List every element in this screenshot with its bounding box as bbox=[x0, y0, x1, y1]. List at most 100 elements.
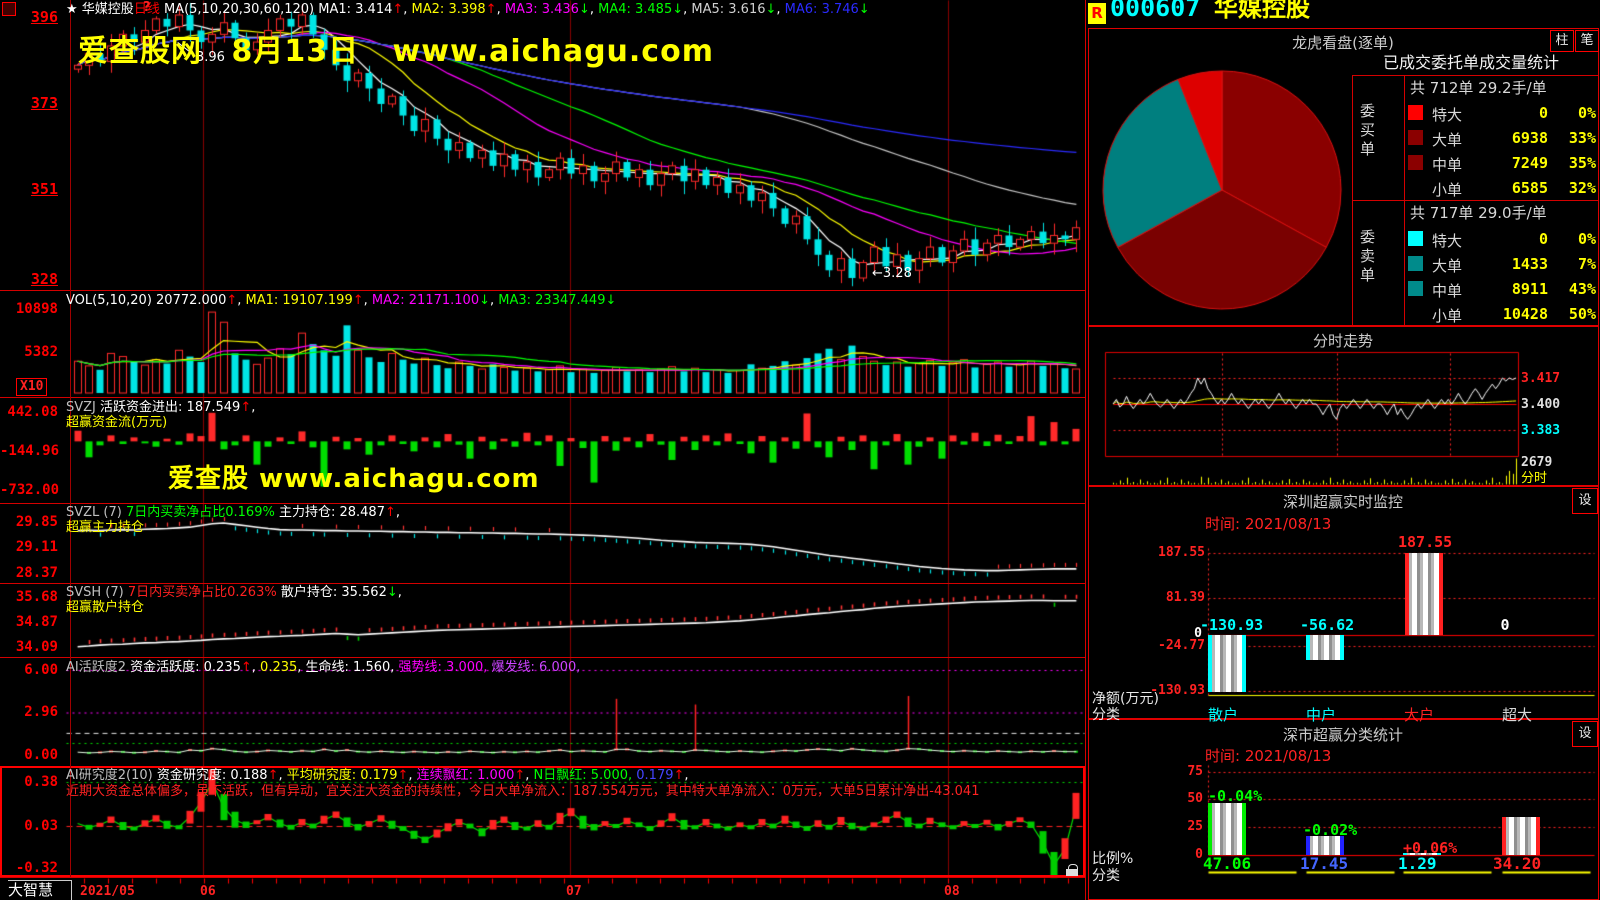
divider bbox=[0, 397, 1085, 398]
lock-icon bbox=[1068, 864, 1078, 870]
swatch-buy-xl bbox=[1408, 105, 1423, 120]
stock-name[interactable]: 华媒控股 bbox=[1214, 0, 1310, 22]
buy-side-label: 委买单 bbox=[1358, 103, 1376, 160]
row-name: 小单 bbox=[1432, 307, 1463, 325]
monitor-val-3: 0 bbox=[1500, 616, 1510, 634]
svzj-header: SVZJ 活跃资金进出: 187.549↑, bbox=[66, 400, 256, 415]
stats-divider-h2 bbox=[1352, 200, 1598, 201]
aihd-header: AI活跃度2 资金活跃度: 0.235↑, 0.235, 生命线: 1.560,… bbox=[66, 660, 581, 675]
monitor-val-1: -56.62 bbox=[1300, 616, 1355, 634]
row-value: 6585 bbox=[1511, 179, 1548, 197]
svzj-subtitle: 超赢资金流(万元) bbox=[66, 415, 168, 430]
fenshi-label-low: 3.383 bbox=[1521, 423, 1561, 438]
svsh-axis-mid: 34.87 bbox=[15, 614, 58, 630]
sell-row-小单: 小单 10428 50% bbox=[1406, 304, 1598, 326]
main-divider bbox=[1085, 0, 1086, 900]
swatch-buy-lg bbox=[1408, 130, 1423, 145]
fenshi-mode-label[interactable]: 分时 bbox=[1521, 471, 1548, 486]
vol-axis-5382: 5382 bbox=[24, 344, 58, 360]
svzl-header: SVZL (7) 7日内买卖净占比0.169% 主力持仓: 28.487↑, bbox=[66, 505, 401, 520]
tab-stroke-mode[interactable]: 笔 bbox=[1575, 30, 1599, 52]
watermark-site: 爱查股网 bbox=[78, 34, 202, 69]
classify-delta-2: +0.06% bbox=[1403, 839, 1458, 857]
watermark-banner: 爱查股网 8月13日 www.aichagu.com bbox=[78, 26, 714, 70]
row-pct: 33% bbox=[1568, 129, 1596, 147]
row-name: 小单 bbox=[1432, 181, 1463, 199]
classify-y3: 0 bbox=[1195, 847, 1203, 862]
aiyj-header: AI研究度2(10) 资金研究度: 0.188↑, 平均研究度: 0.179↑,… bbox=[66, 768, 689, 783]
row-pct: 0% bbox=[1577, 104, 1596, 122]
kline-axis-351: 351 bbox=[30, 180, 58, 198]
classify-settings-button[interactable]: 设 bbox=[1572, 721, 1598, 747]
divider bbox=[0, 657, 1085, 658]
aiyj-panel-highlight-border bbox=[0, 766, 1085, 877]
svsh-axis-bot: 34.09 bbox=[15, 639, 58, 655]
row-pct: 0% bbox=[1577, 230, 1596, 248]
row-value: 0 bbox=[1538, 230, 1548, 248]
row-name: 大单 bbox=[1432, 257, 1463, 275]
aiyj-axis-top: 0.38 bbox=[24, 774, 58, 790]
timeline-date-1: 06 bbox=[200, 884, 216, 899]
aihd-axis-mid: 2.96 bbox=[24, 704, 58, 720]
pie-title: 龙虎看盘(逐单) bbox=[1292, 34, 1394, 52]
vol-header: VOL(5,10,20) 20772.000↑, MA1: 19107.199↑… bbox=[66, 293, 617, 308]
tab-bar-mode[interactable]: 柱 bbox=[1550, 30, 1574, 52]
kline-axis-328: 328 bbox=[30, 270, 58, 288]
stock-code[interactable]: 000607 bbox=[1110, 0, 1201, 22]
monitor-y3: -130.93 bbox=[1150, 683, 1205, 698]
vol-scale-tag: X10 bbox=[16, 378, 48, 396]
svzl-axis-top: 29.85 bbox=[15, 514, 58, 530]
classify-val-0: 47.06 bbox=[1203, 854, 1252, 873]
help-cursor-icon: ? bbox=[143, 0, 151, 15]
classify-val-3: 34.20 bbox=[1493, 854, 1542, 873]
monitor-settings-button[interactable]: 设 bbox=[1572, 488, 1598, 514]
aihd-axis-bot: 0.00 bbox=[24, 747, 58, 763]
classify-axis-label-2: 分类 bbox=[1092, 868, 1120, 884]
row-name: 特大 bbox=[1432, 106, 1463, 124]
monitor-zero: 0 bbox=[1194, 626, 1202, 641]
fenshi-title: 分时走势 bbox=[1312, 332, 1373, 350]
divider bbox=[0, 290, 1085, 291]
buy-summary: 共 712单 29.2手/单 bbox=[1410, 79, 1547, 97]
monitor-y0: 187.55 bbox=[1158, 545, 1205, 560]
classify-y2: 25 bbox=[1187, 819, 1203, 834]
pie-section-box bbox=[1088, 28, 1599, 327]
swatch-sell-md bbox=[1408, 281, 1423, 296]
kline-low-annotation: ←3.28 bbox=[872, 266, 912, 281]
monitor-axis-label-2: 分类 bbox=[1092, 707, 1120, 723]
sell-row-中单: 中单 8911 43% bbox=[1406, 279, 1598, 301]
classify-bar bbox=[1208, 802, 1246, 855]
cat-zhonghu: 中户 bbox=[1305, 706, 1336, 724]
kline-axis-396: 396 bbox=[30, 8, 58, 26]
svzj-axis-top: 442.08 bbox=[7, 404, 58, 420]
timeline-date-2: 07 bbox=[566, 884, 582, 899]
kline-header: ★ 华媒控股日线 MA(5,10,20,30,60,120) MA1: 3.41… bbox=[66, 2, 870, 17]
classify-bar bbox=[1403, 853, 1441, 855]
classify-delta-1: -0.02% bbox=[1303, 821, 1358, 839]
row-pct: 35% bbox=[1568, 154, 1596, 172]
row-name: 中单 bbox=[1432, 156, 1463, 174]
sell-row-特大: 特大 0 0% bbox=[1406, 229, 1598, 251]
lock-icon-body bbox=[1066, 869, 1078, 876]
classify-title: 深市超赢分类统计 bbox=[1282, 726, 1403, 744]
classify-axis-label-1: 比例% bbox=[1092, 851, 1134, 867]
classify-delta-0: -0.04% bbox=[1208, 787, 1263, 805]
row-pct: 32% bbox=[1568, 179, 1596, 197]
row-pct: 7% bbox=[1577, 255, 1596, 273]
window-corner-icon[interactable] bbox=[2, 2, 16, 16]
swatch-sell-lg bbox=[1408, 256, 1423, 271]
brand-menu-button[interactable]: 大智慧 bbox=[8, 880, 73, 900]
monitor-bar bbox=[1306, 635, 1344, 660]
timeline-baseline bbox=[0, 877, 1085, 878]
classify-val-1: 17.45 bbox=[1300, 854, 1349, 873]
cat-dahu: 大户 bbox=[1403, 706, 1434, 724]
r-badge: R bbox=[1088, 3, 1106, 24]
fenshi-vol-label: 2679 bbox=[1521, 455, 1553, 470]
monitor-bar bbox=[1208, 635, 1246, 693]
row-value: 0 bbox=[1538, 104, 1548, 122]
buy-row-大单: 大单 6938 33% bbox=[1406, 128, 1598, 150]
swatch-sell-xl bbox=[1408, 231, 1423, 246]
monitor-y2: -24.77 bbox=[1158, 638, 1205, 653]
